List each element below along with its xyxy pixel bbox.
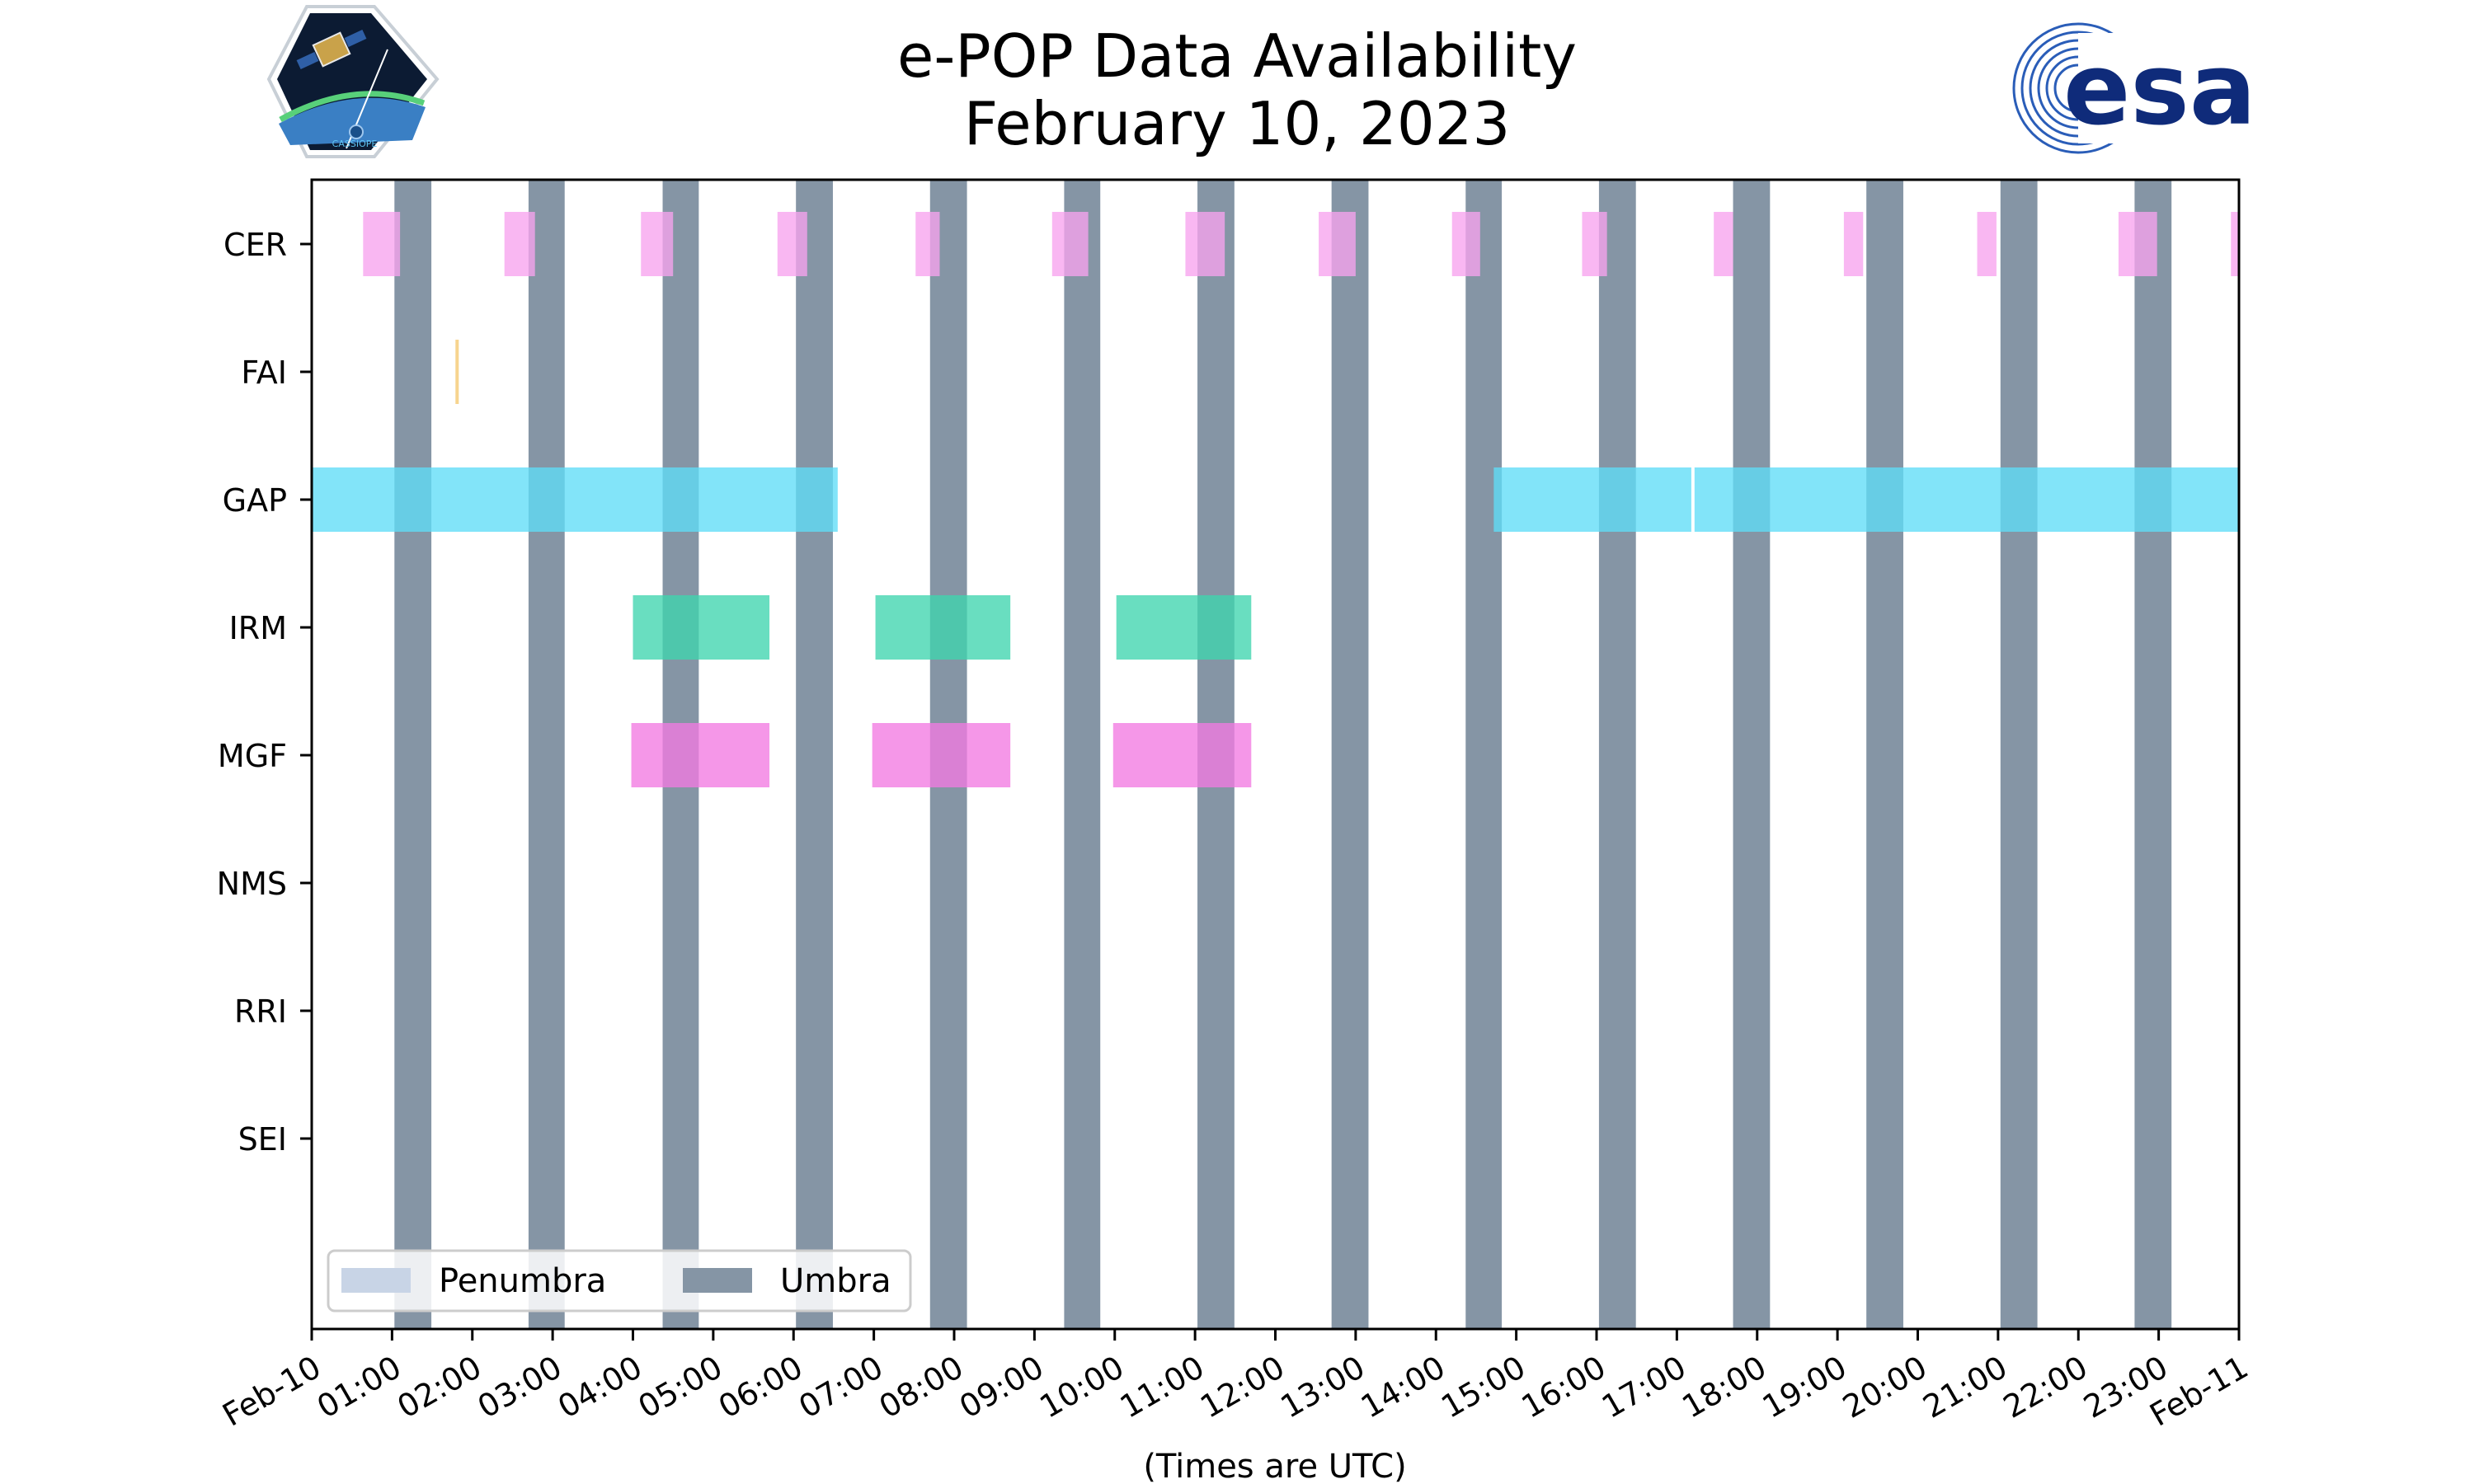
umbra-band: [796, 180, 833, 1329]
x-tick-label: 06:00: [713, 1349, 809, 1425]
umbra-band: [1733, 180, 1771, 1329]
x-tick-label: 08:00: [873, 1349, 970, 1425]
bar-cer: [2118, 212, 2131, 276]
x-tick-label: 01:00: [311, 1349, 407, 1425]
legend-swatch-penumbra: [341, 1268, 411, 1293]
esa-logo: esa: [2012, 22, 2256, 154]
cassiope-logo-text: CASSIOPE: [332, 139, 378, 149]
x-tick-label: 03:00: [472, 1349, 568, 1425]
x-tick-label: 18:00: [1676, 1349, 1772, 1425]
umbra-band: [1598, 180, 1636, 1329]
bar-gap: [1694, 467, 2239, 532]
esa-logo-text: esa: [2063, 33, 2256, 148]
cassiope-logo: CASSIOPE: [266, 5, 440, 158]
bar-cer: [777, 212, 807, 276]
x-tick-label: 19:00: [1757, 1349, 1853, 1425]
legend-box: [327, 1249, 912, 1313]
bar-cer: [1582, 212, 1607, 276]
bar-cer: [1714, 212, 1733, 276]
x-tick-label: 02:00: [391, 1349, 487, 1425]
chart-title: e-POP Data Availability: [897, 21, 1577, 91]
y-tick-label: FAI: [241, 355, 287, 391]
bar-irm: [1116, 595, 1252, 660]
x-tick-label: 04:00: [552, 1349, 648, 1425]
x-tick-label: 07:00: [793, 1349, 889, 1425]
y-tick-label: IRM: [229, 610, 287, 646]
bar-cer: [2231, 212, 2239, 276]
umbra-band: [1866, 180, 1903, 1329]
y-tick-label: GAP: [223, 482, 287, 519]
chart-subtitle: February 10, 2023: [963, 89, 1511, 158]
x-tick-label: 05:00: [633, 1349, 729, 1425]
y-tick-label: RRI: [234, 993, 287, 1030]
legend-label-umbra: Umbra: [780, 1262, 891, 1300]
bar-irm: [875, 595, 1011, 660]
bar-gap: [312, 467, 838, 532]
x-axis-label: (Times are UTC): [1143, 1448, 1406, 1484]
x-tick-label: 14:00: [1355, 1349, 1451, 1425]
umbra-band: [1465, 180, 1503, 1329]
bar-mgf: [872, 723, 1011, 787]
y-tick-label: SEI: [238, 1121, 287, 1158]
bar-cer: [1977, 212, 1997, 276]
y-tick-label: CER: [223, 227, 287, 263]
umbra-band: [394, 180, 432, 1329]
bar-cer: [363, 212, 401, 276]
x-tick-label: 20:00: [1837, 1349, 1933, 1425]
x-tick-label: 10:00: [1033, 1349, 1130, 1425]
umbra-band: [2000, 180, 2038, 1329]
bar-gap: [1493, 467, 1691, 532]
y-tick-label: NMS: [217, 866, 287, 902]
x-tick-label: 21:00: [1917, 1349, 2014, 1425]
bar-cer: [915, 212, 940, 276]
x-tick-label: 09:00: [953, 1349, 1050, 1425]
x-tick-label: 12:00: [1194, 1349, 1291, 1425]
x-tick-label: 22:00: [1997, 1349, 2094, 1425]
x-tick-label: 15:00: [1435, 1349, 1531, 1425]
umbra-band: [1064, 180, 1101, 1329]
bar-cer: [1451, 212, 1480, 276]
x-tick-label: 16:00: [1516, 1349, 1612, 1425]
umbra-band: [528, 180, 565, 1329]
x-tick-label: 11:00: [1114, 1349, 1211, 1425]
bar-cer: [2130, 212, 2157, 276]
bar-irm: [633, 595, 770, 660]
bar-cer: [1185, 212, 1225, 276]
bar-cer: [1051, 212, 1089, 276]
legend-label-penumbra: Penumbra: [439, 1262, 606, 1300]
bar-fai: [455, 340, 459, 404]
bar-cer: [504, 212, 535, 276]
umbra-band: [2134, 180, 2172, 1329]
x-tick-label: Feb-10: [216, 1349, 327, 1434]
legend-swatch-umbra: [683, 1268, 752, 1293]
umbra-band: [1331, 180, 1369, 1329]
legend: Penumbra Umbra: [327, 1249, 912, 1313]
x-tick-label: 17:00: [1596, 1349, 1692, 1425]
x-tick-label: 13:00: [1275, 1349, 1371, 1425]
bar-mgf: [1112, 723, 1252, 787]
bar-cer: [641, 212, 674, 276]
y-tick-label: MGF: [218, 738, 287, 774]
bar-cer: [1843, 212, 1864, 276]
bar-cer: [1319, 212, 1356, 276]
bar-mgf: [631, 723, 770, 787]
